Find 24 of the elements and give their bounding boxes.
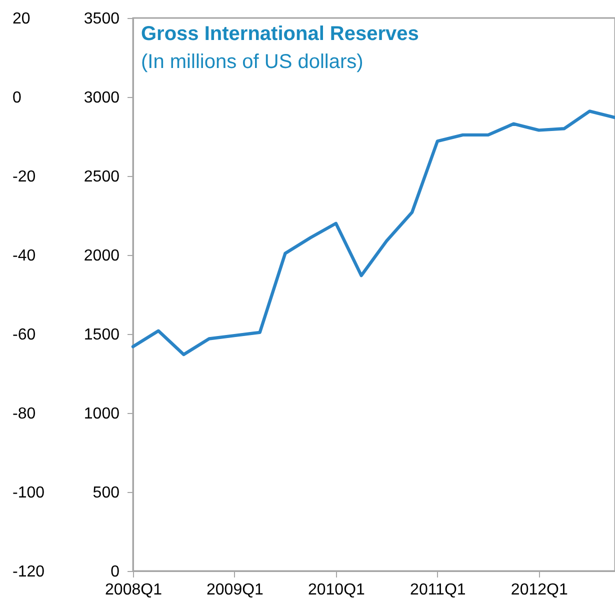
y2-tick-label: 2000	[84, 248, 120, 264]
x-tick-label: 2009Q1	[206, 582, 264, 598]
x-tick-label: 2011Q1	[410, 582, 466, 598]
y2-tick-label: 500	[92, 484, 120, 502]
y-tick-label: -60	[12, 326, 36, 344]
y2-tick-label: 3000	[84, 90, 120, 106]
chart-title: Gross International Reserves	[141, 23, 419, 45]
y-tick-label: -100	[12, 484, 45, 502]
text: (In millions of US dollars)	[141, 51, 364, 73]
y-tick-label: -20	[12, 168, 36, 186]
y2-tick-label: 0	[110, 564, 120, 580]
y2-tick-label: 3500	[84, 10, 120, 28]
line-series	[131, 110, 615, 356]
y2-tick-label: 1500	[84, 326, 120, 344]
y-tick-label: -80	[12, 406, 36, 422]
y-tick-label: 20	[12, 10, 30, 28]
y-tick-label: -40	[12, 248, 36, 264]
y2-tick-label: 2500	[84, 168, 120, 186]
y-tick-label: 0	[12, 90, 22, 106]
x-tick-label: 2008Q1	[105, 582, 162, 598]
x-tick-label: 2010Q1	[308, 582, 366, 598]
y-tick-label: -120	[12, 564, 45, 580]
x-tick-label: 2012Q1	[510, 582, 568, 598]
y2-tick-label: 1000	[84, 406, 120, 422]
